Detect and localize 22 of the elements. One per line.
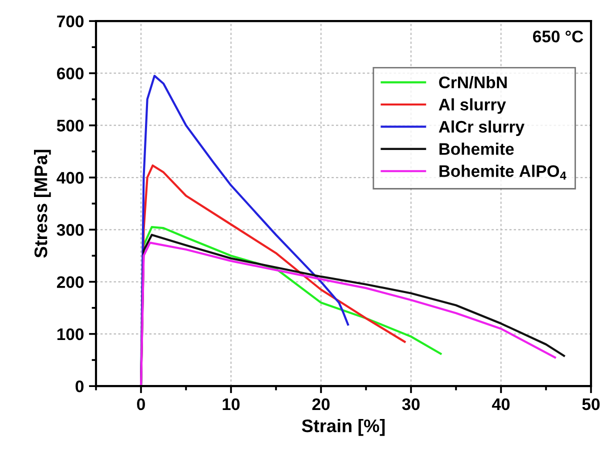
x-tick-label: 50 <box>582 398 600 410</box>
legend-label: Al slurry <box>438 98 506 114</box>
x-tick-label: 10 <box>222 398 240 410</box>
y-tick-label: 0 <box>76 380 84 392</box>
x-tick-label: 20 <box>312 398 330 410</box>
x-tick-label: 30 <box>402 398 420 410</box>
x-tick-label: 0 <box>137 398 145 410</box>
y-tick-label: 300 <box>56 224 84 236</box>
legend-label: AlCr slurry <box>438 120 524 136</box>
y-tick-label: 700 <box>57 15 84 28</box>
legend-label: CrN/NbN <box>439 76 507 88</box>
legend-label: Bohemite AlPO$_{4}$ <box>440 164 566 180</box>
annotation: 650 °C <box>533 30 584 42</box>
x-tick-label: 40 <box>492 398 510 410</box>
y-tick-label: 400 <box>56 172 84 184</box>
y-tick-label: 200 <box>56 276 84 288</box>
legend-label: Bohemite <box>440 142 514 155</box>
y-axis-title: Stress [MPa] <box>34 150 51 258</box>
x-axis-title: Strain [%] <box>302 418 385 436</box>
y-tick-label: 100 <box>57 328 84 340</box>
y-tick-label: 600 <box>57 68 84 80</box>
y-tick-label: 500 <box>56 120 84 132</box>
